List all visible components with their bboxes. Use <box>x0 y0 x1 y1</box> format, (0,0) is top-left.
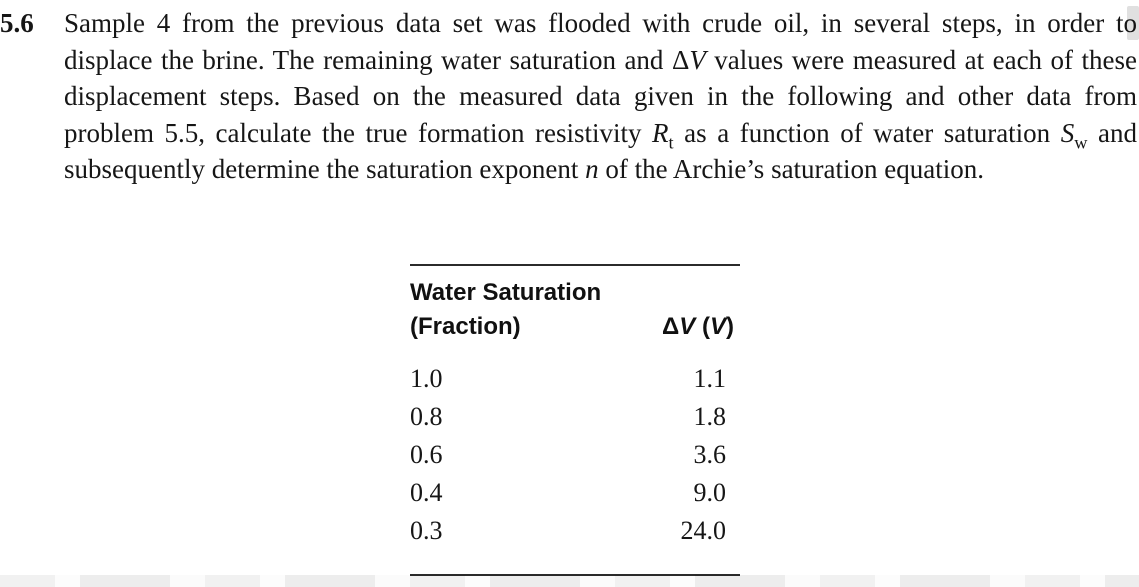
var-sw: S <box>1060 117 1075 148</box>
table-row: 0.3 24.0 <box>410 512 740 550</box>
cell-water-saturation: 0.6 <box>410 440 443 469</box>
scan-artifact <box>0 575 1139 587</box>
text-segment: Sample 4 from the previous data set was … <box>64 8 1137 75</box>
cell-water-saturation: 0.8 <box>410 402 443 431</box>
var-n: n <box>585 154 599 184</box>
text-segment: of the Archie’s saturation equation. <box>598 154 985 184</box>
problem-text: Sample 4 from the previous data set was … <box>0 5 1139 188</box>
var-delta-v: V <box>689 44 706 75</box>
cell-water-saturation: 0.3 <box>410 516 443 545</box>
header-delta: Δ <box>662 313 680 340</box>
table-top-rule <box>410 264 740 266</box>
var-rt: R <box>652 117 669 148</box>
problem-number: 5.6 <box>0 8 34 38</box>
cell-delta-v: 9.0 <box>693 478 727 507</box>
cell-delta-v: 3.6 <box>693 440 727 469</box>
var-rt-subscript: t <box>668 131 674 152</box>
problem-statement: 5.6 Sample 4 from the previous data set … <box>0 5 1139 188</box>
cell-delta-v: 24.0 <box>680 516 727 545</box>
table-row: 0.4 9.0 <box>410 474 740 512</box>
header-v: V <box>679 313 696 340</box>
table-row: 0.6 3.6 <box>410 436 740 474</box>
column-header-water-saturation: Water Saturation (Fraction) <box>410 276 662 344</box>
scan-artifact <box>1127 6 1139 40</box>
header-v-unit: V <box>709 313 726 340</box>
column-header-line2: (Fraction) <box>410 313 521 340</box>
table-body: 1.0 1.1 0.8 1.8 0.6 3.6 0.4 9.0 0.3 24.0 <box>410 360 740 574</box>
cell-water-saturation: 1.0 <box>410 364 443 393</box>
header-close-paren: ) <box>726 313 734 340</box>
var-delta: Δ <box>671 44 690 75</box>
cell-delta-v: 1.8 <box>693 402 727 431</box>
cell-delta-v: 1.1 <box>693 364 727 393</box>
column-header-delta-v: ΔV (V) <box>662 310 740 344</box>
table-row: 1.0 1.1 <box>410 360 740 398</box>
data-table: Water Saturation (Fraction) ΔV (V) 1.0 1… <box>410 264 740 576</box>
cell-water-saturation: 0.4 <box>410 478 443 507</box>
header-open-paren: ( <box>695 313 710 340</box>
text-segment: as a function of water saturation <box>673 117 1061 148</box>
text-segment: and subsequently determine the saturatio… <box>64 117 1137 185</box>
var-sw-subscript: w <box>1074 131 1088 152</box>
table-bottom-rule <box>410 574 740 576</box>
table-row: 0.8 1.8 <box>410 398 740 436</box>
table-header-row: Water Saturation (Fraction) ΔV (V) <box>410 266 740 344</box>
text-segment: values were measured at each of these di… <box>64 44 1138 148</box>
column-header-line1: Water Saturation <box>410 279 602 306</box>
